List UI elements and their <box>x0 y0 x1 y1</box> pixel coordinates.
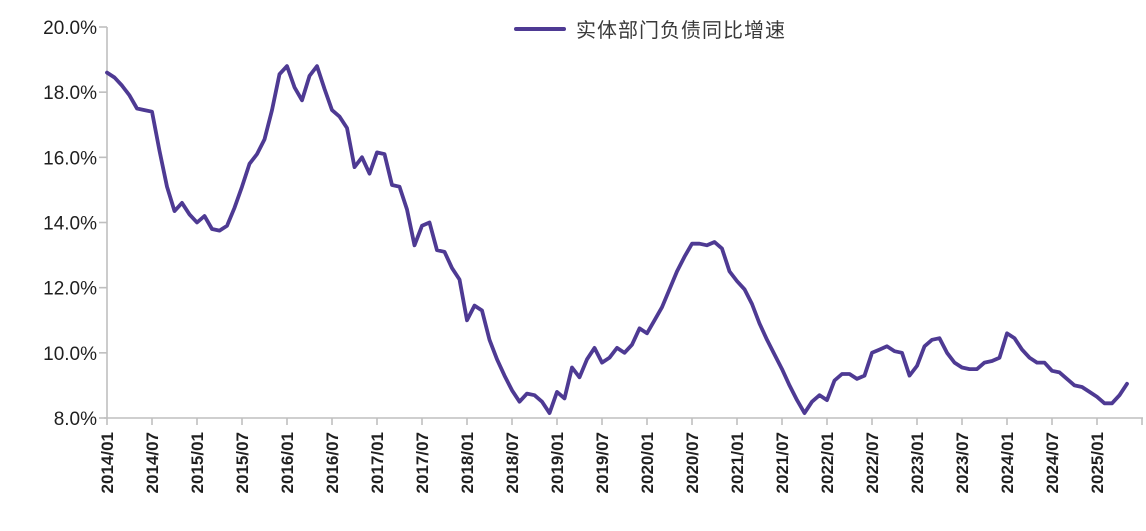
y-tick-label: 14.0% <box>43 214 97 235</box>
x-tick-label: 2015/07 <box>233 432 252 493</box>
x-tick-label: 2019/01 <box>548 432 567 493</box>
x-tick-label: 2018/01 <box>458 432 477 493</box>
x-tick-label: 2017/01 <box>368 432 387 493</box>
x-tick-label: 2022/01 <box>818 432 837 493</box>
x-tick-label: 2017/07 <box>413 432 432 493</box>
legend-line-marker <box>514 26 566 31</box>
legend: 实体部门负债同比增速 <box>514 14 786 43</box>
x-tick-label: 2014/01 <box>98 432 117 493</box>
x-tick-label: 2014/07 <box>143 432 162 493</box>
y-tick-label: 16.0% <box>43 148 97 169</box>
x-tick-label: 2015/01 <box>188 432 207 493</box>
x-tick-label: 2016/07 <box>323 432 342 493</box>
y-tick-label: 20.0% <box>43 18 97 39</box>
y-tick-label: 12.0% <box>43 279 97 300</box>
legend-label: 实体部门负债同比增速 <box>576 20 786 42</box>
x-tick-label: 2024/07 <box>1043 432 1062 493</box>
x-tick-label: 2018/07 <box>503 432 522 493</box>
x-tick-label: 2019/07 <box>593 432 612 493</box>
debt-growth-line <box>105 64 1129 416</box>
x-tick-label: 2023/01 <box>908 432 927 493</box>
x-tick-label: 2024/01 <box>998 432 1017 493</box>
x-tick-label: 2022/07 <box>863 432 882 493</box>
x-tick-label: 2025/01 <box>1088 432 1107 493</box>
x-tick-label: 2023/07 <box>953 432 972 493</box>
x-tick-label: 2020/01 <box>638 432 657 493</box>
x-tick-label: 2021/07 <box>773 432 792 493</box>
y-tick-label: 8.0% <box>54 409 97 430</box>
x-tick-label: 2016/01 <box>278 432 297 493</box>
x-tick-label: 2021/01 <box>728 432 747 493</box>
x-tick-label: 2020/07 <box>683 432 702 493</box>
y-tick-label: 10.0% <box>43 344 97 365</box>
y-tick-label: 18.0% <box>43 83 97 104</box>
